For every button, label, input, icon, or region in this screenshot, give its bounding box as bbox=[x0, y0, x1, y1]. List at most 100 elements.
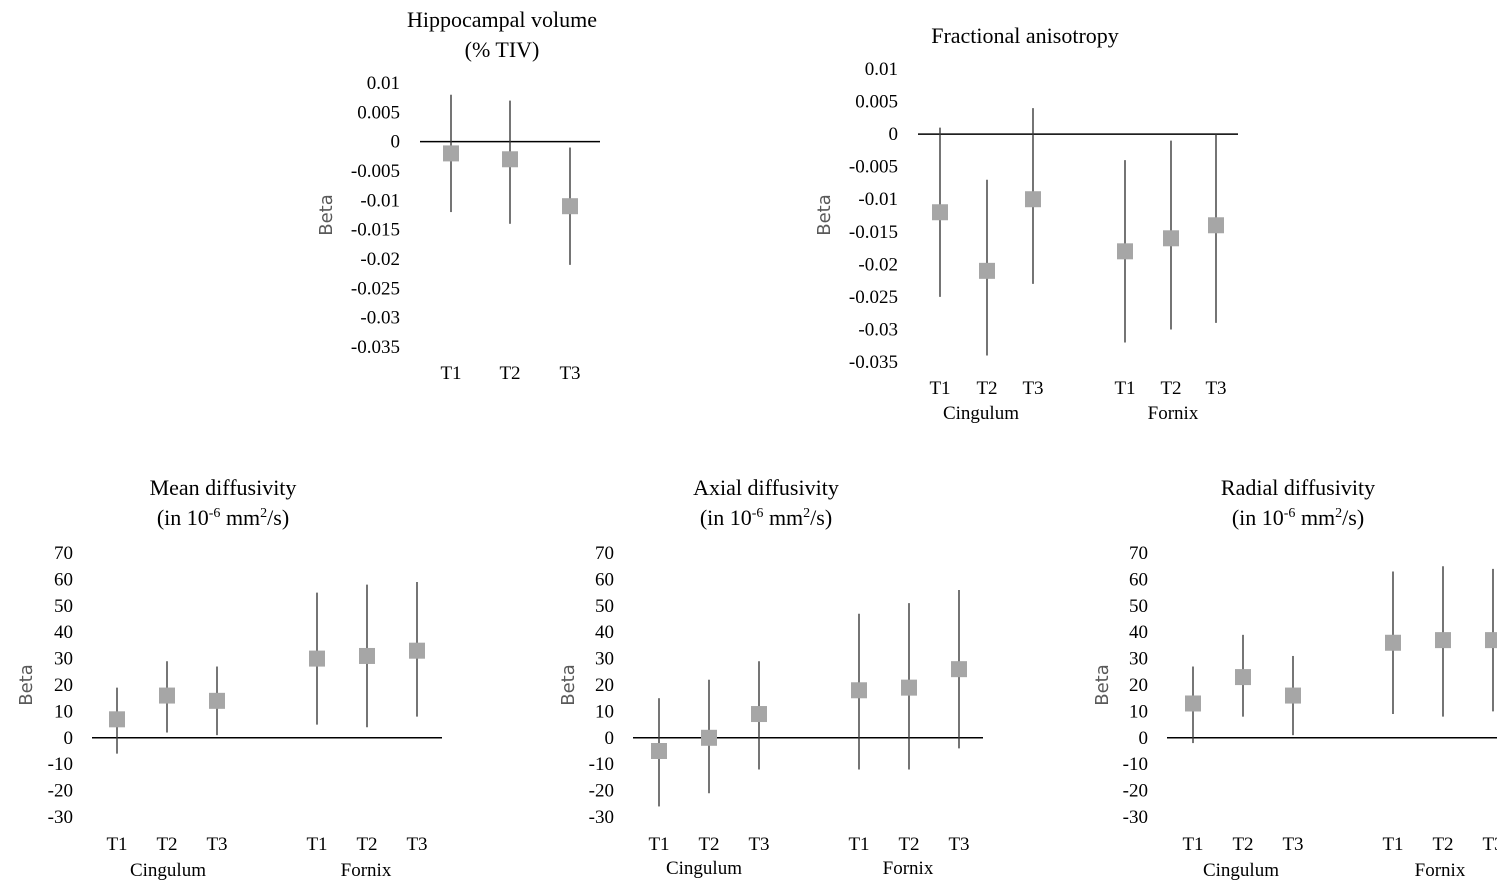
chart-subtitle-part: mm bbox=[1295, 505, 1335, 530]
chart-subtitle-part: 2 bbox=[260, 506, 267, 521]
y-tick-label: 0 bbox=[889, 124, 899, 145]
data-point bbox=[443, 145, 459, 162]
y-tick-label: 20 bbox=[54, 675, 73, 696]
y-tick-label: 60 bbox=[1129, 569, 1148, 590]
y-tick-label: -0.005 bbox=[849, 157, 898, 178]
chart-subtitle-part: 2 bbox=[803, 506, 810, 521]
x-category-label: T1 bbox=[106, 834, 127, 855]
chart-subtitle-part: /s) bbox=[810, 505, 832, 530]
y-axis-label: Beta bbox=[16, 664, 37, 706]
data-point bbox=[562, 198, 578, 215]
y-tick-label: 70 bbox=[54, 543, 73, 564]
data-point bbox=[932, 204, 948, 221]
data-point bbox=[409, 642, 425, 659]
chart-subtitle-part: /s) bbox=[267, 505, 289, 530]
y-tick-label: 70 bbox=[1129, 543, 1148, 564]
y-tick-label: -0.01 bbox=[858, 189, 898, 210]
x-category-label: T2 bbox=[1232, 834, 1253, 855]
y-tick-label: -0.02 bbox=[360, 249, 400, 270]
data-point bbox=[359, 647, 375, 664]
data-point bbox=[751, 706, 767, 723]
y-tick-label: 20 bbox=[595, 675, 614, 696]
data-point bbox=[1435, 632, 1451, 649]
chart-5: Radial diffusivity (in 10-6 mm2/s) Beta 70 6… bbox=[1092, 475, 1497, 881]
y-tick-label: -20 bbox=[1123, 781, 1148, 802]
x-category-label: T1 bbox=[1182, 834, 1203, 855]
y-tick-label: 0.005 bbox=[855, 92, 898, 113]
y-tick-label: -0.035 bbox=[351, 337, 400, 358]
chart-title: Radial diffusivity bbox=[1221, 475, 1375, 500]
data-point bbox=[1208, 217, 1224, 234]
data-point bbox=[1185, 695, 1201, 712]
x-category-label: T3 bbox=[948, 834, 969, 855]
chart-title: Axial diffusivity bbox=[693, 475, 839, 500]
x-category-label: T1 bbox=[929, 378, 950, 399]
chart-subtitle-part: 2 bbox=[1335, 506, 1342, 521]
y-tick-label: 0.01 bbox=[865, 59, 898, 80]
x-category-label: T3 bbox=[748, 834, 769, 855]
y-tick-label: 50 bbox=[1129, 596, 1148, 617]
x-group-label: Fornix bbox=[1148, 403, 1199, 424]
y-tick-label: 50 bbox=[54, 596, 73, 617]
data-point bbox=[701, 729, 717, 746]
y-tick-label: -0.005 bbox=[351, 161, 400, 182]
y-axis-label: Beta bbox=[1092, 664, 1113, 706]
data-point bbox=[1385, 634, 1401, 651]
x-category-label: T2 bbox=[1160, 378, 1181, 399]
x-category-label: T3 bbox=[206, 834, 227, 855]
chart-subtitle-part: -6 bbox=[1284, 506, 1296, 521]
chart-title: Mean diffusivity bbox=[150, 475, 297, 500]
data-point bbox=[951, 661, 967, 678]
x-category-label: T1 bbox=[848, 834, 869, 855]
x-category-label: T3 bbox=[559, 363, 580, 384]
data-point bbox=[1235, 669, 1251, 686]
x-group-label: Cingulum bbox=[943, 403, 1019, 424]
y-tick-label: -20 bbox=[48, 781, 73, 802]
x-group-label: Fornix bbox=[341, 860, 392, 881]
y-tick-label: 50 bbox=[595, 596, 614, 617]
y-tick-label: -0.025 bbox=[351, 278, 400, 299]
chart-subtitle-part: mm bbox=[763, 505, 803, 530]
y-tick-label: -30 bbox=[1123, 807, 1148, 828]
y-tick-label: -10 bbox=[589, 754, 614, 775]
data-point bbox=[851, 682, 867, 699]
x-group-label: Cingulum bbox=[130, 860, 206, 881]
y-tick-label: -0.01 bbox=[360, 190, 400, 211]
y-tick-label: 40 bbox=[595, 622, 614, 643]
data-point bbox=[209, 692, 225, 709]
data-point bbox=[1117, 243, 1133, 260]
y-tick-label: -10 bbox=[48, 754, 73, 775]
x-category-label: T1 bbox=[440, 363, 461, 384]
x-category-label: T3 bbox=[1482, 834, 1497, 855]
y-tick-label: 20 bbox=[1129, 675, 1148, 696]
x-category-label: T2 bbox=[156, 834, 177, 855]
chart-3: Mean diffusivity (in 10-6 mm2/s) Beta 70 60 5… bbox=[16, 475, 442, 881]
y-tick-label: 30 bbox=[1129, 649, 1148, 670]
y-tick-label: 60 bbox=[595, 569, 614, 590]
chart-title: Hippocampal volume bbox=[407, 7, 597, 32]
y-tick-label: 10 bbox=[595, 701, 614, 722]
data-point bbox=[651, 743, 667, 759]
chart-subtitle: (in 10-6 mm2/s) bbox=[700, 505, 832, 530]
x-category-label: T3 bbox=[1205, 378, 1226, 399]
y-tick-label: -20 bbox=[589, 781, 614, 802]
x-category-label: T3 bbox=[406, 834, 427, 855]
chart-1: Hippocampal volume (% TIV) Beta 0.01 0.005 0 -… bbox=[316, 7, 600, 384]
x-category-label: T3 bbox=[1282, 834, 1303, 855]
y-axis-label: Beta bbox=[814, 194, 835, 236]
data-point bbox=[1485, 632, 1497, 649]
x-group-label: Cingulum bbox=[1203, 860, 1279, 881]
data-point bbox=[109, 711, 125, 728]
y-tick-label: 0 bbox=[605, 728, 615, 749]
y-tick-label: 30 bbox=[595, 649, 614, 670]
y-tick-label: -0.025 bbox=[849, 287, 898, 308]
y-tick-label: -30 bbox=[48, 807, 73, 828]
chart-subtitle: (% TIV) bbox=[465, 37, 540, 62]
chart-subtitle-part: /s) bbox=[1342, 505, 1364, 530]
x-group-label: Cingulum bbox=[666, 858, 742, 879]
y-tick-label: 0 bbox=[64, 728, 74, 749]
y-tick-label: -0.02 bbox=[858, 254, 898, 275]
y-tick-label: -0.03 bbox=[858, 319, 898, 340]
chart-subtitle-part: -6 bbox=[209, 506, 221, 521]
